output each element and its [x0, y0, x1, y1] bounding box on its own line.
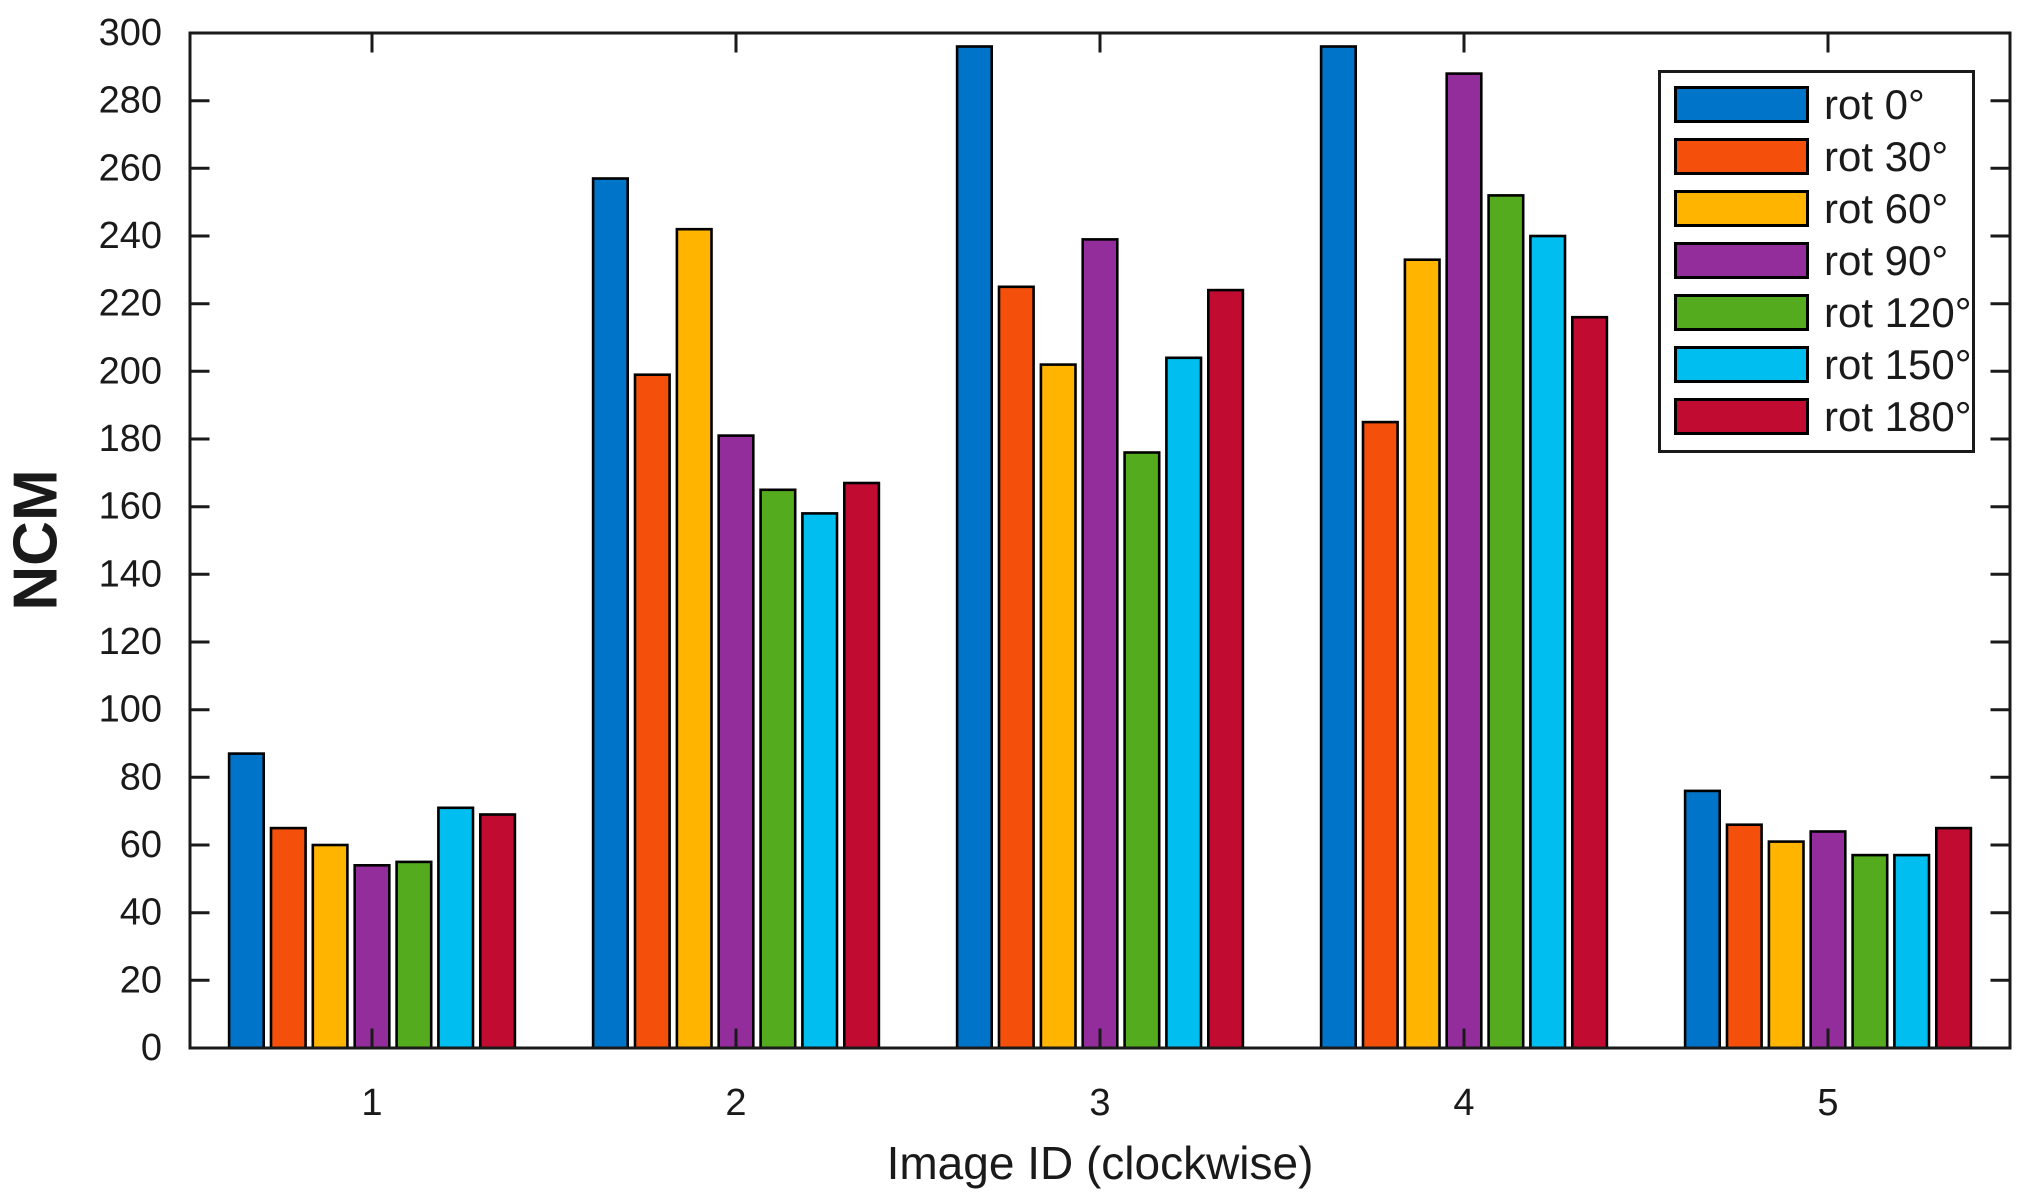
bar-group3-rot 0°	[955, 45, 993, 1050]
bar-group1-rot 150°	[437, 806, 475, 1050]
legend-swatch	[1674, 294, 1809, 331]
x-tick-label: 5	[1817, 1082, 1838, 1124]
y-tick-label: 40	[120, 892, 162, 934]
bar-group3-rot 180°	[1207, 288, 1245, 1050]
x-tick-label: 1	[361, 1082, 382, 1124]
y-tick-label: 220	[99, 283, 162, 325]
y-tick-label: 100	[99, 689, 162, 731]
legend-item: rot 120°	[1674, 288, 1972, 336]
x-tick-label: 3	[1089, 1082, 1110, 1124]
y-tick-label: 120	[99, 621, 162, 663]
legend: rot 0° rot 30° rot 60° rot 90° rot 120° rot 1…	[1658, 70, 1975, 453]
bar-group2-rot 150°	[801, 512, 839, 1050]
bar-group5-rot 150°	[1893, 853, 1931, 1050]
legend-label: rot 180°	[1824, 392, 1972, 440]
bar-group5-rot 180°	[1935, 826, 1973, 1050]
x-tick-label: 4	[1453, 1082, 1474, 1124]
bar-group3-rot 120°	[1123, 451, 1161, 1050]
bar-group1-rot 120°	[395, 860, 433, 1050]
y-tick-label: 240	[99, 215, 162, 257]
y-tick-label: 60	[120, 824, 162, 866]
legend-swatch	[1674, 86, 1809, 123]
legend-label: rot 120°	[1824, 288, 1972, 336]
y-axis-label: NCM	[1, 469, 71, 611]
bar-group1-rot 60°	[311, 843, 349, 1050]
y-tick-label: 300	[99, 12, 162, 54]
legend-label: rot 150°	[1824, 340, 1972, 388]
bar-group3-rot 60°	[1039, 363, 1077, 1050]
legend-swatch	[1674, 190, 1809, 227]
y-tick-label: 180	[99, 418, 162, 460]
y-tick-label: 260	[99, 147, 162, 189]
legend-label: rot 60°	[1824, 184, 1949, 232]
bar-group2-rot 120°	[759, 488, 797, 1050]
bar-group3-rot 90°	[1081, 238, 1119, 1050]
y-tick-label: 0	[141, 1027, 162, 1069]
legend-item: rot 60°	[1674, 184, 1972, 232]
y-tick-label: 140	[99, 553, 162, 595]
bar-group4-rot 60°	[1403, 258, 1441, 1050]
legend-item: rot 150°	[1674, 340, 1972, 388]
bar-group3-rot 150°	[1165, 356, 1203, 1050]
bar-group1-rot 180°	[478, 813, 517, 1050]
bar-group5-rot 0°	[1683, 789, 1721, 1050]
legend-label: rot 30°	[1824, 132, 1949, 180]
legend-swatch	[1674, 346, 1809, 383]
bar-group5-rot 120°	[1851, 853, 1889, 1050]
legend-label: rot 0°	[1824, 80, 1925, 128]
legend-item: rot 0°	[1674, 80, 1972, 128]
bar-group2-rot 90°	[717, 434, 755, 1050]
legend-item: rot 30°	[1674, 132, 1972, 180]
legend-item: rot 90°	[1674, 236, 1972, 284]
y-tick-label: 160	[99, 486, 162, 528]
bar-group2-rot 180°	[842, 481, 881, 1050]
bar-group5-rot 30°	[1725, 823, 1763, 1050]
y-tick-label: 280	[99, 80, 162, 122]
bar-group4-rot 30°	[1361, 420, 1399, 1050]
bar-group2-rot 0°	[591, 177, 629, 1050]
bar-group4-rot 0°	[1319, 45, 1357, 1050]
bar-group4-rot 90°	[1445, 72, 1483, 1050]
y-tick-label: 200	[99, 350, 162, 392]
bar-group4-rot 150°	[1529, 234, 1567, 1050]
axes-box	[188, 31, 2012, 1050]
bar-group1-rot 0°	[227, 752, 266, 1050]
y-tick-label: 20	[120, 959, 162, 1001]
x-axis-label: Image ID (clockwise)	[886, 1137, 1314, 1189]
legend-item: rot 180°	[1674, 392, 1972, 440]
y-tick-label: 80	[120, 756, 162, 798]
legend-swatch	[1674, 138, 1809, 175]
bar-group5-rot 90°	[1809, 830, 1847, 1050]
bar-group2-rot 30°	[633, 373, 671, 1050]
bar-group4-rot 120°	[1487, 194, 1525, 1050]
bar-group1-rot 30°	[269, 826, 307, 1050]
legend-swatch	[1674, 242, 1809, 279]
bar-group1-rot 90°	[353, 863, 391, 1050]
x-tick-label: 2	[725, 1082, 746, 1124]
bar-group2-rot 60°	[675, 227, 713, 1050]
bar-group4-rot 180°	[1571, 315, 1609, 1050]
bar-group5-rot 60°	[1767, 840, 1805, 1050]
legend-swatch	[1674, 398, 1809, 435]
bar-group3-rot 30°	[997, 285, 1035, 1050]
legend-label: rot 90°	[1824, 236, 1949, 284]
